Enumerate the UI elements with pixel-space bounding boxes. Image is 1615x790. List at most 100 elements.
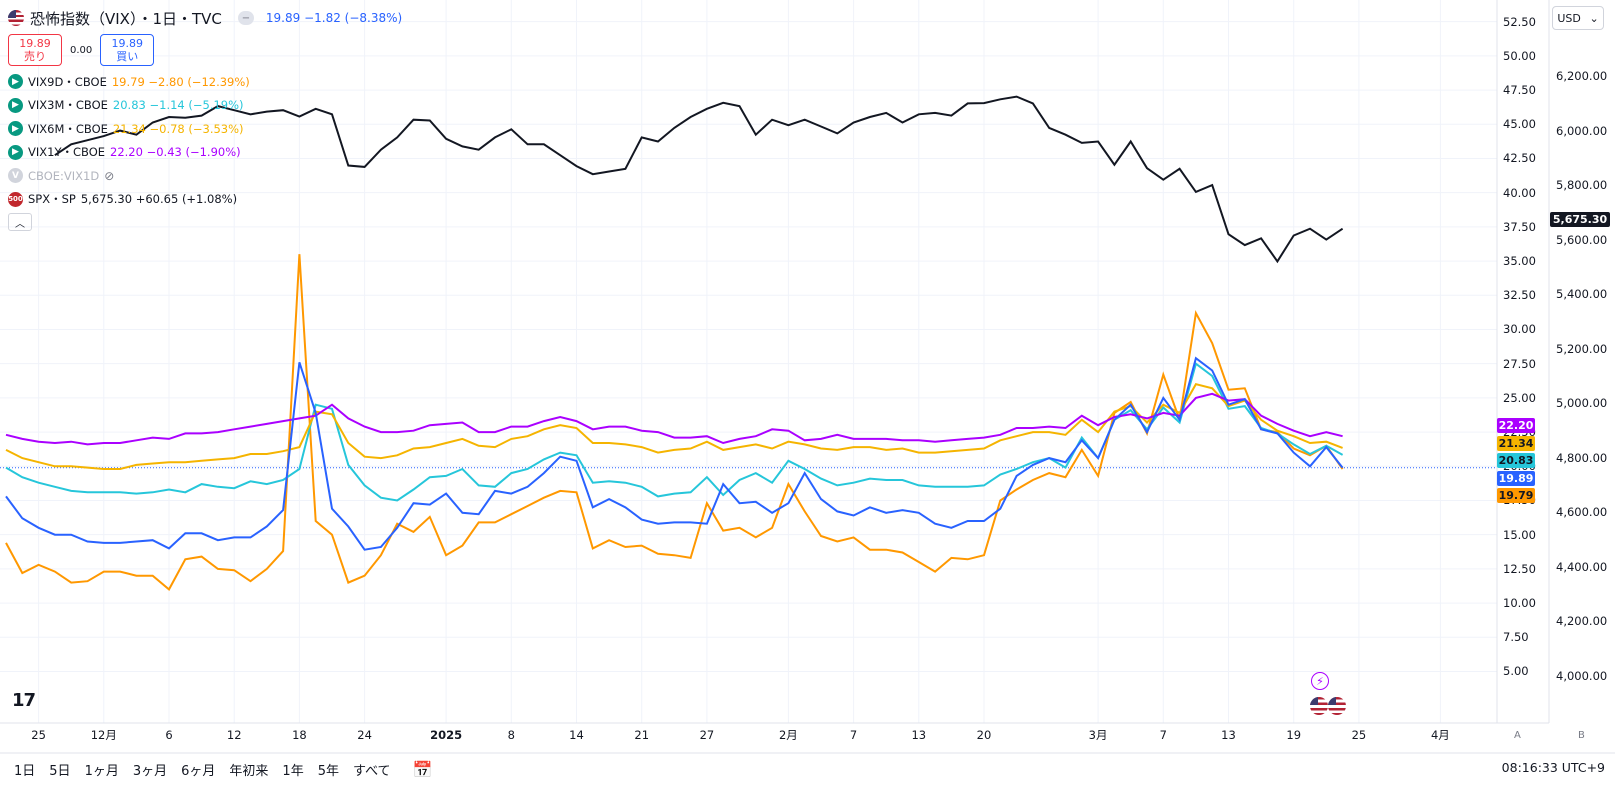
- series-values: 19.79 −2.80 (−12.39%): [111, 74, 250, 89]
- right-tick-label: 4,800.00: [1556, 450, 1608, 465]
- right-tick-label: 4,200.00: [1556, 614, 1608, 629]
- buy-label: 買い: [116, 50, 139, 63]
- sell-button[interactable]: 19.89 売り: [8, 34, 62, 66]
- x-tick-label: 6: [165, 728, 172, 742]
- tradingview-logo[interactable]: 17: [12, 690, 36, 711]
- us-flag-icon: [1328, 697, 1346, 715]
- hidden-eye-icon[interactable]: ⊘: [104, 168, 115, 183]
- x-tick-label: 12: [227, 728, 242, 742]
- buy-price: 19.89: [111, 37, 144, 50]
- range-5y[interactable]: 5年: [317, 763, 339, 779]
- right-tick-label: 5,600.00: [1556, 232, 1608, 247]
- currency-button[interactable]: USD ⌄: [1552, 6, 1604, 30]
- right-tick-label: 4,400.00: [1556, 559, 1608, 574]
- range-1y[interactable]: 1年: [282, 763, 304, 779]
- range-1m[interactable]: 1ヶ月: [84, 763, 119, 779]
- range-3m[interactable]: 3ヶ月: [132, 763, 168, 779]
- series-line-vix: [5, 356, 1344, 551]
- x-tick-label: 13: [1221, 728, 1236, 742]
- trade-buttons: 19.89 売り 0.00 19.89 買い: [8, 34, 402, 66]
- x-tick-label: 4月: [1431, 728, 1450, 742]
- range-all[interactable]: すべて: [352, 763, 391, 779]
- left-tick-label: 27.50: [1503, 356, 1536, 371]
- left-tick-label: 45.00: [1503, 117, 1536, 132]
- us-event-icon[interactable]: [1310, 697, 1328, 715]
- series-values: 20.83 −1.14 (−5.19%): [112, 98, 244, 113]
- left-tick-label: 30.00: [1503, 322, 1536, 337]
- right-tick-label: 6,200.00: [1556, 69, 1608, 84]
- main-title-row: 恐怖指数（VIX）・1日・TVC − 19.89 −1.82 (−8.38%): [8, 6, 402, 30]
- legend-row-vix9d[interactable]: ▶ VIX9D・CBOE 19.79 −2.80 (−12.39%): [8, 70, 402, 94]
- chevron-up-icon: ︿: [15, 218, 25, 230]
- spx-last-value-tag: 5,675.30: [1550, 212, 1610, 228]
- series-line-spx: [54, 95, 1344, 264]
- chevron-down-icon: ⌄: [1589, 11, 1599, 25]
- spread-value: 0.00: [70, 44, 93, 56]
- buy-button[interactable]: 19.89 買い: [100, 34, 155, 66]
- legend-row-vix6m[interactable]: ▶ VIX6M・CBOE 21.34 −0.78 (−3.53%): [8, 117, 402, 141]
- minus-icon[interactable]: −: [237, 11, 254, 25]
- time-axis: 25 12月 6 12 18 24 2025 8 14 21 27 2月 7 13 20 3月 7 13 19 25 4…: [31, 728, 1450, 742]
- range-5d[interactable]: 5日: [49, 763, 71, 779]
- last-value-tag: 21.34: [1497, 435, 1535, 451]
- x-tick-label: 7: [1160, 728, 1167, 742]
- symbol-values: 19.89 −1.82 (−8.38%): [265, 11, 403, 25]
- collapse-legend-button[interactable]: ︿: [8, 213, 32, 231]
- currency-label: USD: [1557, 11, 1581, 25]
- series-line-vix6m: [5, 383, 1343, 470]
- series-name: VIX9D・CBOE: [28, 74, 107, 89]
- series-name: VIX3M・CBOE: [28, 98, 108, 113]
- x-tick-label: 2月: [779, 728, 798, 742]
- left-tick-label: 32.50: [1503, 288, 1536, 303]
- range-6m[interactable]: 6ヶ月: [181, 763, 216, 779]
- legend-panel: 恐怖指数（VIX）・1日・TVC − 19.89 −1.82 (−8.38%) …: [8, 6, 402, 231]
- left-tick-label: 47.50: [1503, 83, 1536, 98]
- left-tick-label: 5.00: [1503, 664, 1529, 679]
- series-layer: [0, 95, 1497, 591]
- right-tick-label: 5,800.00: [1556, 178, 1608, 193]
- right-tick-label: 4,600.00: [1556, 505, 1608, 520]
- sell-label: 売り: [24, 50, 46, 63]
- legend-row-spx[interactable]: 500 SPX・SP 5,675.30 +60.65 (+1.08%): [8, 188, 402, 212]
- play-icon: ▶: [8, 74, 23, 90]
- us-event-icon-2[interactable]: [1328, 697, 1346, 715]
- right-tick-label: 6,000.00: [1556, 123, 1608, 138]
- last-value-tag: 20.83: [1497, 453, 1535, 468]
- left-tick-label: 15.00: [1503, 527, 1536, 542]
- play-icon: ▶: [8, 97, 23, 113]
- last-value-tag: 19.79: [1497, 488, 1535, 503]
- lightning-event-icon[interactable]: ⚡: [1311, 672, 1329, 690]
- left-tick-label: 50.00: [1503, 48, 1536, 63]
- calendar-icon[interactable]: 📅: [412, 759, 433, 779]
- x-tick-label: 18: [292, 728, 307, 742]
- right-tick-label: 5,400.00: [1556, 287, 1608, 302]
- x-tick-label: 19: [1286, 728, 1301, 742]
- right-tick-label: 4,000.00: [1556, 668, 1608, 683]
- x-tick-label: 7: [850, 728, 857, 742]
- x-tick-label: 13: [911, 728, 926, 742]
- series-name: VIX6M・CBOE: [28, 121, 108, 136]
- range-toolbar: 1日 5日 1ヶ月 3ヶ月 6ヶ月 年初来 1年 5年 すべて 📅: [0, 754, 1615, 784]
- left-tick-label: 12.50: [1503, 561, 1536, 576]
- series-name: VIX1Y・CBOE: [28, 145, 106, 160]
- vix1d-icon: V: [8, 168, 23, 184]
- range-1d[interactable]: 1日: [14, 763, 36, 779]
- left-tick-label: 7.50: [1503, 630, 1529, 645]
- left-tick-label: 37.50: [1503, 219, 1536, 234]
- legend-row-vix1d[interactable]: V CBOE:VIX1D ⊘: [8, 164, 402, 188]
- left-tick-label: 10.00: [1503, 596, 1536, 611]
- x-tick-label: 21: [634, 728, 649, 742]
- left-tick-label: 25.00: [1503, 390, 1536, 405]
- x-tick-label: 8: [508, 728, 515, 742]
- legend-row-vix1y[interactable]: ▶ VIX1Y・CBOE 22.20 −0.43 (−1.90%): [8, 141, 402, 165]
- clock[interactable]: 08:16:33 UTC+9: [1501, 760, 1605, 775]
- x-tick-label: 25: [31, 728, 46, 742]
- axis-mode-a[interactable]: A: [1514, 730, 1521, 741]
- series-line-vix1y: [5, 392, 1343, 446]
- series-values: 22.20 −0.43 (−1.90%): [110, 145, 241, 160]
- range-ytd[interactable]: 年初来: [229, 763, 269, 779]
- legend-row-vix3m[interactable]: ▶ VIX3M・CBOE 20.83 −1.14 (−5.19%): [8, 94, 402, 118]
- axis-mode-b[interactable]: B: [1578, 730, 1585, 741]
- symbol-title[interactable]: 恐怖指数（VIX）・1日・TVC: [30, 9, 222, 28]
